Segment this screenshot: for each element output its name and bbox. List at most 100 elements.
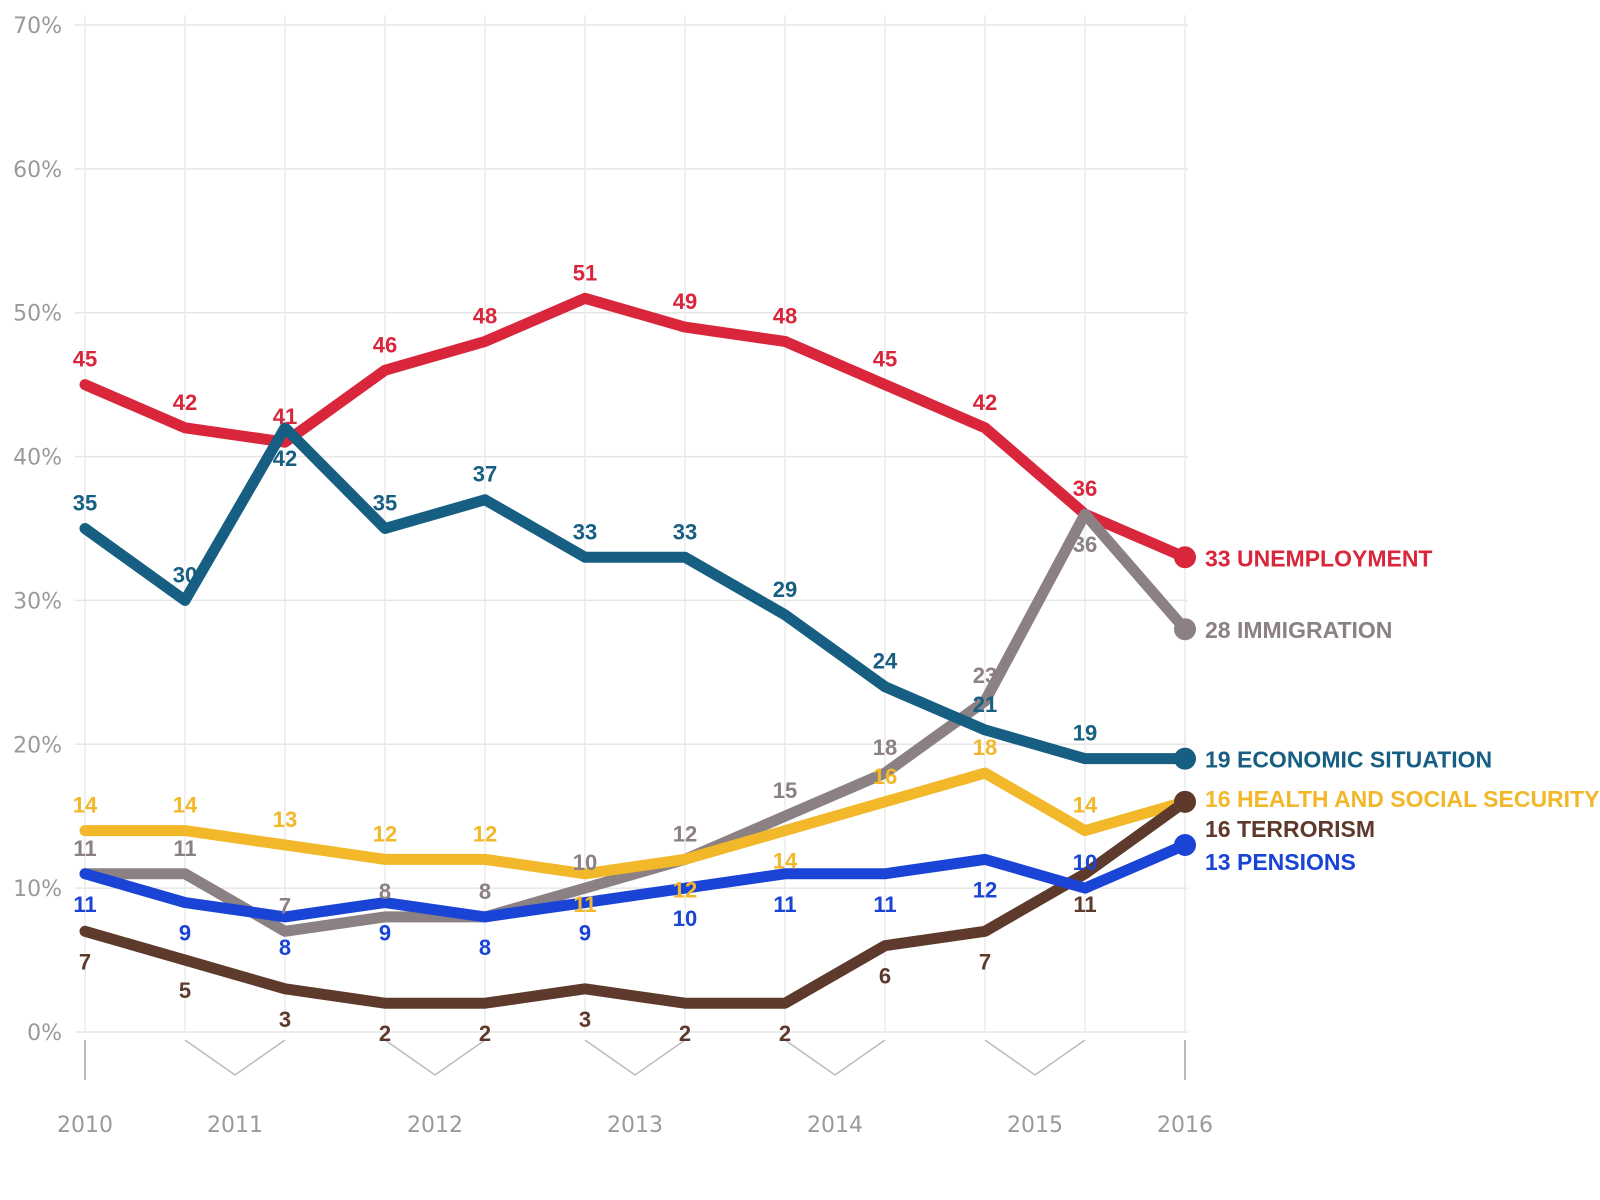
y-tick-label: 0% (27, 1021, 62, 1046)
data-label: 29 (773, 577, 797, 602)
data-label: 3 (279, 1007, 291, 1032)
series-line-1 (79, 508, 1191, 937)
series-line-0 (79, 292, 1191, 563)
x-tick-label: 2015 (1007, 1113, 1063, 1138)
series-end-label: 28 IMMIGRATION (1205, 617, 1392, 643)
y-tick-label: 40% (13, 446, 62, 471)
series-line-2 (79, 422, 1191, 765)
data-label: 46 (373, 332, 397, 357)
series-line-3 (79, 767, 1191, 880)
data-label: 11 (573, 892, 596, 917)
series-end-label: 19 ECONOMIC SITUATION (1205, 747, 1492, 773)
data-label: 30 (173, 562, 197, 587)
data-label: 48 (473, 303, 497, 328)
data-label: 41 (273, 404, 297, 429)
data-label: 14 (173, 793, 198, 818)
y-tick-label: 50% (13, 302, 62, 327)
data-label: 12 (673, 821, 697, 846)
data-label: 3 (579, 1007, 591, 1032)
data-label: 9 (179, 921, 191, 946)
series-end-marker (1174, 618, 1196, 641)
x-tick-label: 2011 (207, 1113, 263, 1138)
data-label: 49 (673, 289, 697, 314)
series-end-label: 16 TERRORISM (1205, 816, 1375, 842)
y-tick-label: 20% (13, 733, 62, 758)
data-label: 10 (573, 850, 597, 875)
data-label: 11 (873, 892, 896, 917)
data-label: 11 (773, 892, 796, 917)
year-bracket (384, 1039, 486, 1076)
data-label: 18 (973, 735, 997, 760)
data-label: 12 (373, 821, 397, 846)
data-label: 9 (579, 921, 591, 946)
data-label: 36 (1073, 532, 1097, 557)
data-label: 33 (673, 519, 697, 544)
data-label: 33 (573, 519, 597, 544)
series-end-marker (1174, 790, 1196, 813)
data-label: 24 (873, 649, 898, 674)
y-tick-label: 10% (13, 877, 62, 902)
data-label: 13 (273, 807, 297, 832)
data-label: 18 (873, 735, 897, 760)
data-label: 21 (973, 692, 997, 717)
data-label: 12 (673, 877, 697, 902)
data-label: 48 (773, 303, 797, 328)
data-label: 10 (673, 906, 697, 931)
data-label: 35 (73, 491, 97, 516)
data-label: 11 (1073, 892, 1096, 917)
data-label: 11 (73, 836, 96, 861)
data-label: 5 (179, 978, 191, 1003)
data-label: 23 (973, 663, 997, 688)
y-tick-label: 70% (13, 14, 62, 39)
data-label: 19 (1073, 721, 1097, 746)
series-line-4 (79, 796, 1191, 1009)
data-label: 2 (379, 1021, 391, 1046)
data-label: 42 (273, 446, 297, 471)
x-tick-label: 2014 (807, 1113, 863, 1138)
x-tick-label: 2010 (57, 1113, 113, 1138)
series-end-marker (1174, 747, 1196, 770)
data-label: 51 (573, 260, 597, 285)
data-label: 8 (479, 879, 491, 904)
data-label: 12 (973, 877, 997, 902)
data-label: 11 (73, 892, 96, 917)
year-bracket (184, 1039, 286, 1076)
series-line-5 (79, 839, 1191, 923)
data-label: 7 (279, 893, 291, 918)
data-label: 8 (479, 935, 491, 960)
data-label: 14 (73, 793, 98, 818)
data-label: 8 (379, 879, 391, 904)
data-label: 45 (73, 347, 97, 372)
data-label: 45 (873, 347, 897, 372)
data-label: 11 (173, 836, 196, 861)
series-end-marker (1174, 833, 1196, 856)
data-label: 14 (773, 849, 798, 874)
y-tick-label: 60% (13, 158, 62, 183)
data-label: 7 (979, 949, 991, 974)
series-end-label: 16 HEALTH AND SOCIAL SECURITY (1205, 786, 1599, 812)
data-label: 10 (1073, 850, 1097, 875)
data-label: 6 (879, 964, 891, 989)
year-bracket (984, 1039, 1086, 1076)
data-label: 9 (379, 921, 391, 946)
data-label: 2 (479, 1021, 491, 1046)
data-label: 35 (373, 491, 397, 516)
data-label: 12 (473, 821, 497, 846)
series-end-label: 33 UNEMPLOYMENT (1205, 545, 1432, 571)
data-label: 16 (873, 764, 897, 789)
y-tick-label: 30% (13, 589, 62, 614)
data-label: 37 (473, 462, 497, 487)
x-tick-label: 2016 (1157, 1113, 1213, 1138)
data-label: 7 (79, 949, 91, 974)
series-end-label: 13 PENSIONS (1205, 849, 1356, 875)
data-label: 42 (973, 390, 997, 415)
data-label: 15 (773, 778, 797, 803)
data-label: 42 (173, 390, 197, 415)
data-label: 8 (279, 935, 291, 960)
data-label: 2 (779, 1021, 791, 1046)
data-label: 36 (1073, 476, 1097, 501)
series-end-marker (1174, 546, 1196, 569)
data-label: 14 (1073, 793, 1098, 818)
data-label: 2 (679, 1021, 691, 1046)
